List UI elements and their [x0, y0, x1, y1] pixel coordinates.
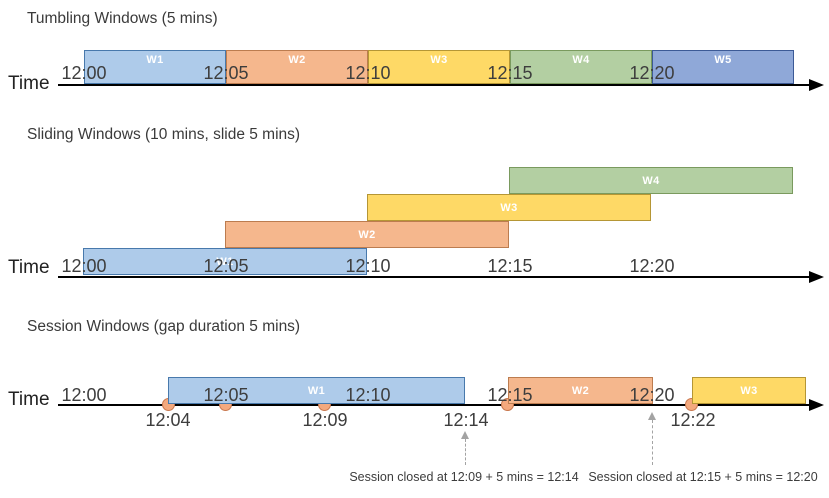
axis-arrow-icon	[809, 79, 824, 91]
session-window-w2: W2	[508, 377, 653, 404]
tick-label: 12:00	[61, 385, 107, 405]
window-label: W1	[216, 255, 234, 268]
time-axis-2	[58, 271, 824, 283]
session-close-arrow-line	[652, 420, 653, 465]
tumbling-window-w2: W2	[226, 50, 368, 84]
session-close-arrow-icon	[461, 431, 469, 439]
window-label: W3	[500, 201, 518, 214]
time-axis-3	[58, 399, 824, 411]
tick-label: 12:05	[203, 256, 249, 276]
sliding-window-w3: W3	[367, 194, 651, 221]
tumbling-window-w5: W5	[652, 50, 794, 84]
event-time-label: 12:04	[145, 410, 191, 430]
session-window-w1: W1	[168, 377, 465, 404]
axis-arrow-icon	[809, 399, 824, 411]
tick-label: 12:15	[487, 385, 533, 405]
tick-label: 12:00	[61, 256, 107, 276]
window-label: W4	[572, 54, 590, 66]
tick-label: 12:15	[487, 256, 533, 276]
window-label: W3	[740, 384, 758, 397]
window-label: W2	[358, 228, 376, 241]
sliding-window-w1: W1	[83, 248, 367, 275]
tick-label: 12:20	[629, 256, 675, 276]
axis-label-time-2: Time	[8, 257, 50, 278]
tumbling-window-w1: W1	[84, 50, 226, 84]
tick-label: 12:00	[61, 63, 107, 83]
sliding-window-w4: W4	[509, 167, 793, 194]
section-title-session: Session Windows (gap duration 5 mins)	[27, 318, 301, 335]
section-title-tumbling: Tumbling Windows (5 mins)	[27, 10, 218, 27]
window-label: W2	[571, 384, 590, 397]
tick-label: 12:20	[629, 385, 675, 405]
tick-label: 12:20	[629, 63, 675, 83]
window-label: W1	[146, 54, 164, 66]
time-axis-1	[58, 79, 824, 91]
axis-label-time-3: Time	[8, 389, 50, 410]
tumbling-window-w4: W4	[510, 50, 652, 84]
tick-label: 12:15	[487, 63, 533, 83]
event-time-label: 12:14	[443, 410, 489, 430]
event-time-label: 12:09	[302, 410, 348, 430]
tick-label: 12:10	[345, 385, 391, 405]
session-close-arrow-icon	[648, 412, 656, 420]
tick-label: 12:05	[203, 385, 249, 405]
window-label: W1	[307, 384, 326, 397]
tumbling-window-w3: W3	[368, 50, 510, 84]
axis-label-time-1: Time	[8, 73, 50, 94]
sliding-window-w2: W2	[225, 221, 509, 248]
axis-arrow-icon	[809, 271, 824, 283]
session-close-arrow-line	[465, 439, 466, 465]
window-label: W5	[714, 54, 732, 66]
tick-label: 12:10	[345, 256, 391, 276]
event-time-label: 12:22	[670, 410, 716, 430]
section-title-sliding: Sliding Windows (10 mins, slide 5 mins)	[27, 126, 301, 143]
session-close-annotation: Session closed at 12:09 + 5 mins = 12:14	[349, 470, 579, 484]
session-close-annotation: Session closed at 12:15 + 5 mins = 12:20	[588, 470, 818, 484]
window-label: W3	[430, 54, 448, 66]
window-label: W4	[642, 174, 660, 187]
tick-label: 12:10	[345, 63, 391, 83]
tick-label: 12:05	[203, 63, 249, 83]
session-window-w3: W3	[692, 377, 806, 404]
window-label: W2	[288, 54, 306, 66]
